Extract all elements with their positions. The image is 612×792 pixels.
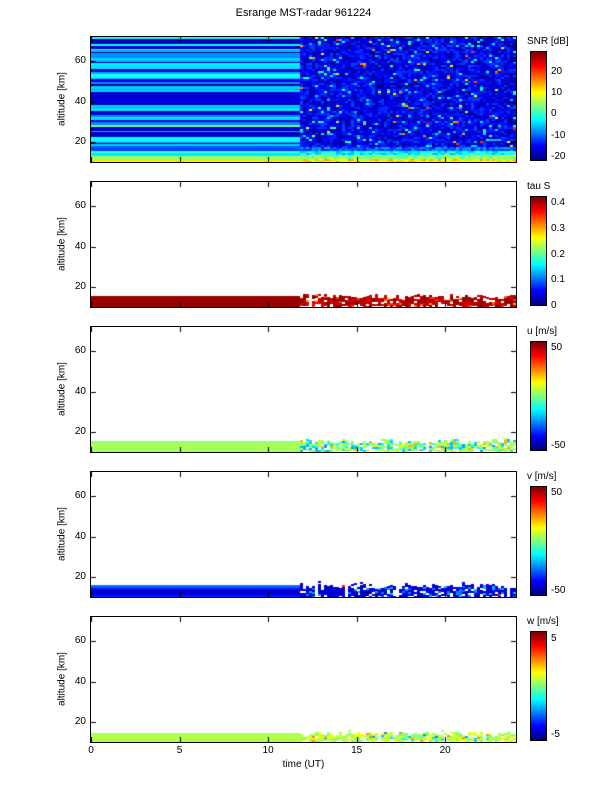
colorbar-tick-label: 0 (551, 108, 557, 120)
figure-title: Esrange MST-radar 961224 (235, 7, 372, 19)
colorbar-tick-label: 0.1 (551, 274, 565, 286)
colorbar-tick-label: -50 (551, 440, 566, 452)
colorbar-tick-label: 5 (551, 632, 557, 644)
plot-area-tau-s (90, 181, 517, 308)
colorbar-gradient-w (531, 632, 546, 740)
x-axis-label: time (UT) (282, 759, 325, 770)
colorbar-tick-label: 0 (551, 300, 557, 311)
w-heatmap-canvas (91, 617, 516, 742)
y-tick-label: 60 (74, 490, 86, 502)
colorbar-gradient-snr (531, 52, 546, 160)
snr-heatmap-canvas (91, 37, 516, 162)
colorbar-tick-label: 0.2 (551, 248, 565, 260)
y-tick-label: 20 (74, 570, 86, 582)
y-tick-label: 20 (74, 280, 86, 292)
colorbar-gradient-v (531, 487, 546, 595)
v-heatmap-canvas (91, 472, 516, 597)
plot-area-snr (90, 36, 517, 163)
y-tick-label: 60 (74, 635, 86, 647)
colorbar-label-snr: SNR [dB] (527, 36, 569, 47)
y-tick-label: 20 (74, 135, 86, 147)
y-tick-label: 40 (74, 95, 86, 107)
panel-snr: altitude [km] SNR [dB] 20 40 60 20 10 0 -10 -20 (0, 36, 612, 163)
colorbar-tick-label: 0.3 (551, 222, 565, 234)
colorbar-tick-label: 0.4 (551, 197, 565, 209)
colorbar-snr (530, 51, 547, 161)
tau-s-heatmap-canvas (91, 182, 516, 307)
colorbar-label-w: w [m/s] (527, 616, 559, 627)
colorbar-tick-label: 10 (551, 87, 563, 99)
y-tick-label: 60 (74, 55, 86, 67)
colorbar-label-u: u [m/s] (527, 326, 558, 337)
colorbar-tick-label: 50 (551, 341, 563, 353)
x-tick-label: 10 (262, 745, 274, 756)
colorbar-u (530, 341, 547, 451)
y-tick-label: 40 (74, 385, 86, 397)
colorbar-v (530, 486, 547, 596)
colorbar-tick-label: -20 (551, 150, 566, 162)
y-tick-label: 40 (74, 240, 86, 252)
colorbar-tick-label: 20 (551, 66, 563, 78)
colorbar-label-tau-s: tau S (527, 181, 551, 192)
panel-v: altitude [km] v [m/s] 20 40 60 50 -50 (0, 471, 612, 598)
colorbar-tick-label: -10 (551, 129, 566, 141)
colorbar-tau-s (530, 196, 547, 306)
colorbar-tick-label: -50 (551, 585, 566, 597)
y-tick-label: 20 (74, 715, 86, 727)
y-tick-label: 60 (74, 345, 86, 357)
panel-tau-s: altitude [km] tau S 20 40 60 0.4 0.3 0.2 0.1 0 (0, 181, 612, 311)
colorbar-tick-label: -5 (551, 729, 560, 741)
colorbar-gradient-u (531, 342, 546, 450)
colorbar-label-v: v [m/s] (527, 471, 557, 482)
plot-area-v (90, 471, 517, 598)
colorbar-w (530, 631, 547, 741)
plot-area-w (90, 616, 517, 743)
plot-area-u (90, 326, 517, 453)
y-tick-label: 60 (74, 200, 86, 212)
colorbar-tick-label: 50 (551, 486, 563, 498)
panel-w: altitude [km] w [m/s] 20 40 60 5 -5 (0, 616, 612, 743)
x-axis-ticks: 0 5 10 15 20 (0, 745, 612, 759)
y-tick-label: 40 (74, 675, 86, 687)
x-tick-label: 0 (88, 745, 94, 756)
colorbar-gradient-tau-s (531, 197, 546, 305)
x-tick-label: 5 (176, 745, 183, 756)
u-heatmap-canvas (91, 327, 516, 452)
y-tick-label: 20 (74, 425, 86, 437)
x-tick-label: 15 (351, 745, 363, 756)
y-tick-label: 40 (74, 530, 86, 542)
x-tick-label: 20 (439, 745, 451, 756)
panel-u: altitude [km] u [m/s] 20 40 60 50 -50 (0, 326, 612, 453)
